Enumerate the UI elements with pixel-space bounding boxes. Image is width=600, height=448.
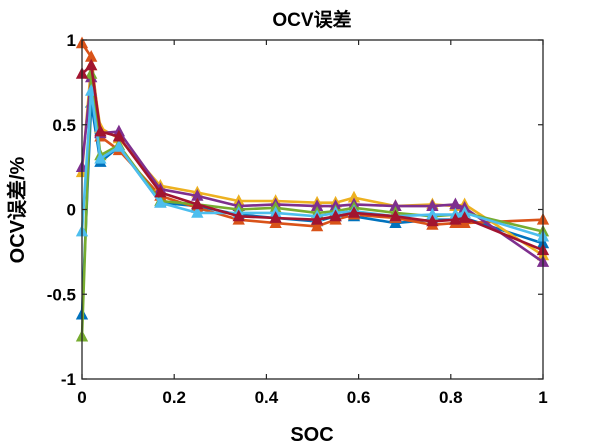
series-7 [75, 58, 550, 256]
data-point-marker [191, 206, 204, 218]
series-line [80, 89, 544, 238]
data-point-marker [347, 206, 361, 218]
series-line [80, 42, 544, 228]
data-point-marker [269, 211, 282, 223]
data-point-marker [389, 209, 402, 222]
y-tick-label: 1 [67, 31, 76, 50]
y-tick-label: -0.5 [47, 285, 76, 304]
data-point-marker [154, 195, 167, 208]
data-point-marker [310, 219, 324, 232]
series-layer [75, 36, 550, 342]
data-point-marker [94, 124, 107, 137]
data-point-marker [191, 197, 204, 210]
data-point-marker [85, 58, 98, 71]
data-point-marker [112, 139, 126, 152]
data-point-marker [112, 129, 126, 142]
y-tick-label: -1 [61, 370, 76, 389]
x-tick-label: 0 [77, 388, 86, 407]
data-point-marker [458, 211, 471, 223]
y-axis-label: OCV误差/% [5, 156, 29, 263]
x-tick-label: 1 [538, 388, 547, 407]
data-point-marker [426, 214, 439, 227]
data-point-marker [94, 151, 107, 164]
chart-title: OCV误差 [272, 8, 351, 31]
y-tick-label: 0.5 [52, 116, 76, 135]
data-point-marker [329, 209, 342, 222]
y-tick-label: 0 [67, 201, 76, 220]
data-point-marker [310, 212, 324, 225]
series-line [81, 64, 544, 252]
x-axis-label: SOC [290, 424, 333, 446]
ticks-layer: 0 0.2 0.4 0.6 0.8 1 -1 -0.5 0 0.5 1 [47, 31, 548, 407]
data-point-marker [232, 209, 245, 222]
x-tick-label: 0.2 [162, 388, 186, 407]
series-line [80, 76, 544, 264]
x-tick-label: 0.8 [439, 388, 463, 407]
data-point-marker [154, 185, 167, 198]
data-point-marker [449, 212, 462, 225]
x-tick-label: 0.6 [347, 388, 371, 407]
x-tick-label: 0.4 [255, 388, 279, 407]
